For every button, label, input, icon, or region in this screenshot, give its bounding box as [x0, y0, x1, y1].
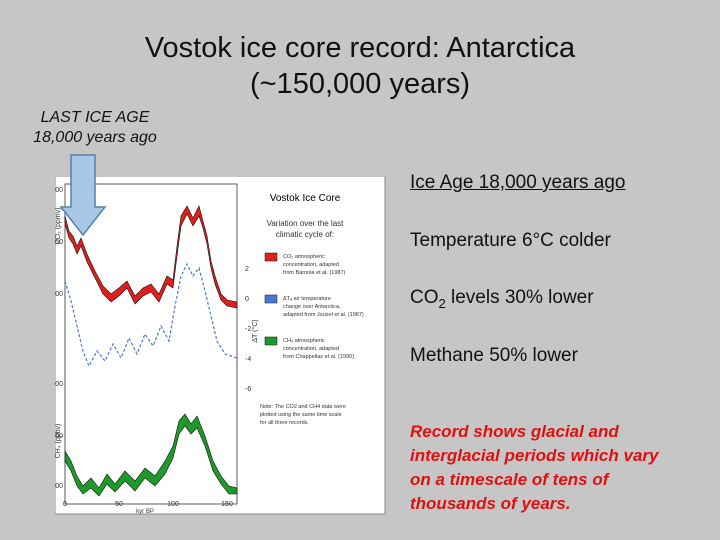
figure-text: concentration, adapted — [283, 346, 339, 352]
record-line: thousands of years. — [410, 494, 571, 513]
figure-text: -4 — [245, 356, 251, 363]
record-note: Record shows glacial and interglacial per… — [410, 420, 658, 516]
figure-text: 250 — [55, 239, 63, 246]
record-line: Record shows glacial and — [410, 422, 619, 441]
figure-text: ΔT (°C) — [251, 319, 259, 342]
figure-text: CH₄ atmospheric — [283, 338, 325, 344]
figure-text: 500 — [55, 483, 63, 490]
figure-text: climatic cycle of: — [276, 230, 334, 239]
figure-text: 0 — [245, 296, 249, 303]
figure-text: change over Antarctica, — [283, 304, 341, 310]
figure-text: 100 — [167, 501, 179, 508]
figure-text: 200 — [55, 291, 63, 298]
figure-text: Note: The CO2 and CH4 data were — [260, 404, 346, 410]
legend-swatch — [264, 294, 278, 304]
figure-text: 700 — [55, 381, 63, 388]
figure-text: concentration, adapted — [283, 262, 339, 268]
legend-swatch — [264, 336, 278, 346]
bullet: CO2 levels 30% lower — [410, 287, 594, 311]
ch4-curve — [64, 413, 238, 497]
figure-text: Variation over the last — [267, 219, 345, 228]
figure-text: from Barnola et al. (1987) — [283, 270, 346, 276]
figure-text: -6 — [245, 386, 251, 393]
bullet: Temperature 6°C colder — [410, 230, 611, 251]
title-line: (~150,000 years) — [249, 68, 471, 100]
arrow — [59, 154, 107, 237]
figure-text: 2 — [245, 266, 249, 273]
figure-text: from Chappellaz et al. (1990) — [283, 354, 354, 360]
bullet-text: CO — [410, 287, 439, 308]
figure-text: for all three records. — [260, 420, 309, 426]
callout-line: 18,000 years ago — [33, 129, 157, 146]
figure-text: 600 — [55, 433, 63, 440]
record-line: on a timescale of tens of — [410, 470, 609, 489]
slide-title: Vostok ice core record: Antarctica (~150… — [0, 30, 720, 102]
callout: LAST ICE AGE 18,000 years ago — [10, 108, 180, 148]
figure-text: plotted using the same time scale — [260, 412, 342, 418]
record-line: interglacial periods which vary — [410, 446, 659, 465]
figure-text: 150 — [221, 501, 233, 508]
figure-text: adapted from Jouzel et al. (1987) — [283, 312, 364, 318]
bullet: Methane 50% lower — [410, 345, 578, 366]
co2-curve — [64, 205, 238, 309]
bullet-text: levels 30% lower — [445, 287, 594, 308]
figure-text: CH₄ (ppbv) — [55, 424, 62, 459]
plot-frame — [64, 183, 238, 505]
figure-text: CO₂ (ppmv) — [55, 208, 62, 245]
bullet: Ice Age 18,000 years ago — [410, 172, 626, 193]
figure-text: CO₂ atmospheric — [283, 254, 325, 260]
arrow-shape — [59, 154, 107, 237]
callout-line: LAST ICE AGE — [40, 109, 150, 126]
figure: Vostok Ice Core Variation over the last c… — [55, 176, 386, 515]
figure-text: 50 — [115, 501, 123, 508]
figure-title: Vostok Ice Core — [270, 193, 341, 204]
figure-text: ΔTₐ air temperature — [283, 296, 331, 302]
title-line: Vostok ice core record: Antarctica — [144, 32, 576, 64]
figure-text: kyr BP — [136, 509, 154, 515]
legend-swatch — [264, 252, 278, 262]
subscript: 2 — [438, 295, 446, 311]
figure-text: 0 — [63, 501, 67, 508]
figure-text: -2 — [245, 326, 251, 333]
figure-text: 300 — [55, 187, 63, 194]
